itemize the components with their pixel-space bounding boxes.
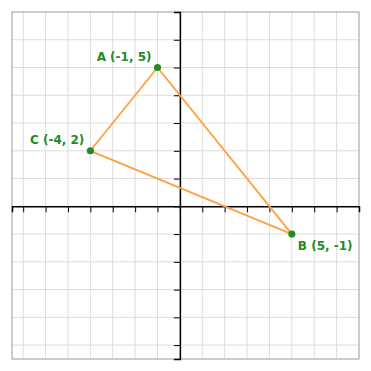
tick-mark <box>174 262 180 263</box>
tick <box>337 206 338 212</box>
grid-line-x <box>224 12 225 359</box>
grid-line-x <box>45 12 46 359</box>
x-axis <box>13 206 360 212</box>
grid-line-y <box>12 345 359 346</box>
tick-mark <box>174 206 180 207</box>
vertex-point <box>154 64 161 71</box>
tick <box>174 151 180 152</box>
tick <box>46 206 47 212</box>
tick <box>174 262 180 263</box>
tick <box>68 206 69 212</box>
grid <box>12 12 359 359</box>
tick-mark <box>337 206 338 212</box>
grid-line-y <box>12 95 359 96</box>
tick <box>174 123 180 124</box>
tick-mark <box>292 206 293 212</box>
tick <box>90 206 91 212</box>
tick-mark <box>202 206 203 212</box>
tick-mark <box>174 290 180 291</box>
grid-line-y <box>12 67 359 68</box>
tick-mark <box>158 206 159 212</box>
tick-mark <box>174 68 180 69</box>
tick-mark <box>90 206 91 212</box>
tick-mark <box>174 123 180 124</box>
tick <box>314 206 315 212</box>
grid-line-x <box>67 12 68 359</box>
tick <box>174 40 180 41</box>
tick-mark <box>23 206 24 212</box>
grid-line-y <box>12 289 359 290</box>
tick <box>174 68 180 69</box>
grid-line-x <box>291 12 292 359</box>
tick-mark <box>46 206 47 212</box>
marks <box>87 64 296 238</box>
grid-line-x <box>247 12 248 359</box>
tick <box>174 345 180 346</box>
tick <box>247 206 248 212</box>
grid-line-y <box>12 261 359 262</box>
tick <box>174 206 180 207</box>
tick-mark <box>135 206 136 212</box>
tick-mark <box>68 206 69 212</box>
tick-mark <box>174 317 180 318</box>
tick <box>158 206 159 212</box>
grid-line-y <box>12 123 359 124</box>
tick <box>202 206 203 212</box>
annotations: A (-1, 5) B (5, -1) C (-4, 2) <box>30 50 353 254</box>
tick-mark <box>174 179 180 180</box>
grid-line-x <box>90 12 91 359</box>
tick-mark <box>314 206 315 212</box>
tick <box>135 206 136 212</box>
tick <box>174 179 180 180</box>
tick-mark <box>174 40 180 41</box>
tick <box>292 206 293 212</box>
axis-line <box>13 207 360 213</box>
grid-line-x <box>135 12 136 359</box>
point-label: A (-1, 5) <box>97 50 152 64</box>
grid-line-x <box>202 12 203 359</box>
grid-line-x <box>336 12 337 359</box>
grid-line-x <box>314 12 315 359</box>
triangle-line <box>90 68 291 235</box>
tick <box>174 234 180 235</box>
tick <box>174 290 180 291</box>
tick <box>174 317 180 318</box>
point-label: B (5, -1) <box>298 239 353 253</box>
tick-mark <box>174 345 180 346</box>
tick <box>113 206 114 212</box>
grid-line-x <box>269 12 270 359</box>
chart: A (-1, 5) B (5, -1) C (-4, 2) <box>0 0 371 371</box>
grid-line-y <box>12 150 359 151</box>
grid-line-y <box>12 317 359 318</box>
tick-mark <box>113 206 114 212</box>
grid-line-x <box>23 12 24 359</box>
grid-line-y <box>12 178 359 179</box>
point-label: C (-4, 2) <box>30 133 84 147</box>
grid-line-y <box>12 39 359 40</box>
vertex-point <box>87 147 94 154</box>
tick-mark <box>247 206 248 212</box>
vertex-point <box>288 231 295 238</box>
grid-line-x <box>112 12 113 359</box>
tick-mark <box>174 151 180 152</box>
tick-mark <box>174 234 180 235</box>
tick <box>23 206 24 212</box>
plot-frame <box>12 12 359 359</box>
grid-line-y <box>12 234 359 235</box>
